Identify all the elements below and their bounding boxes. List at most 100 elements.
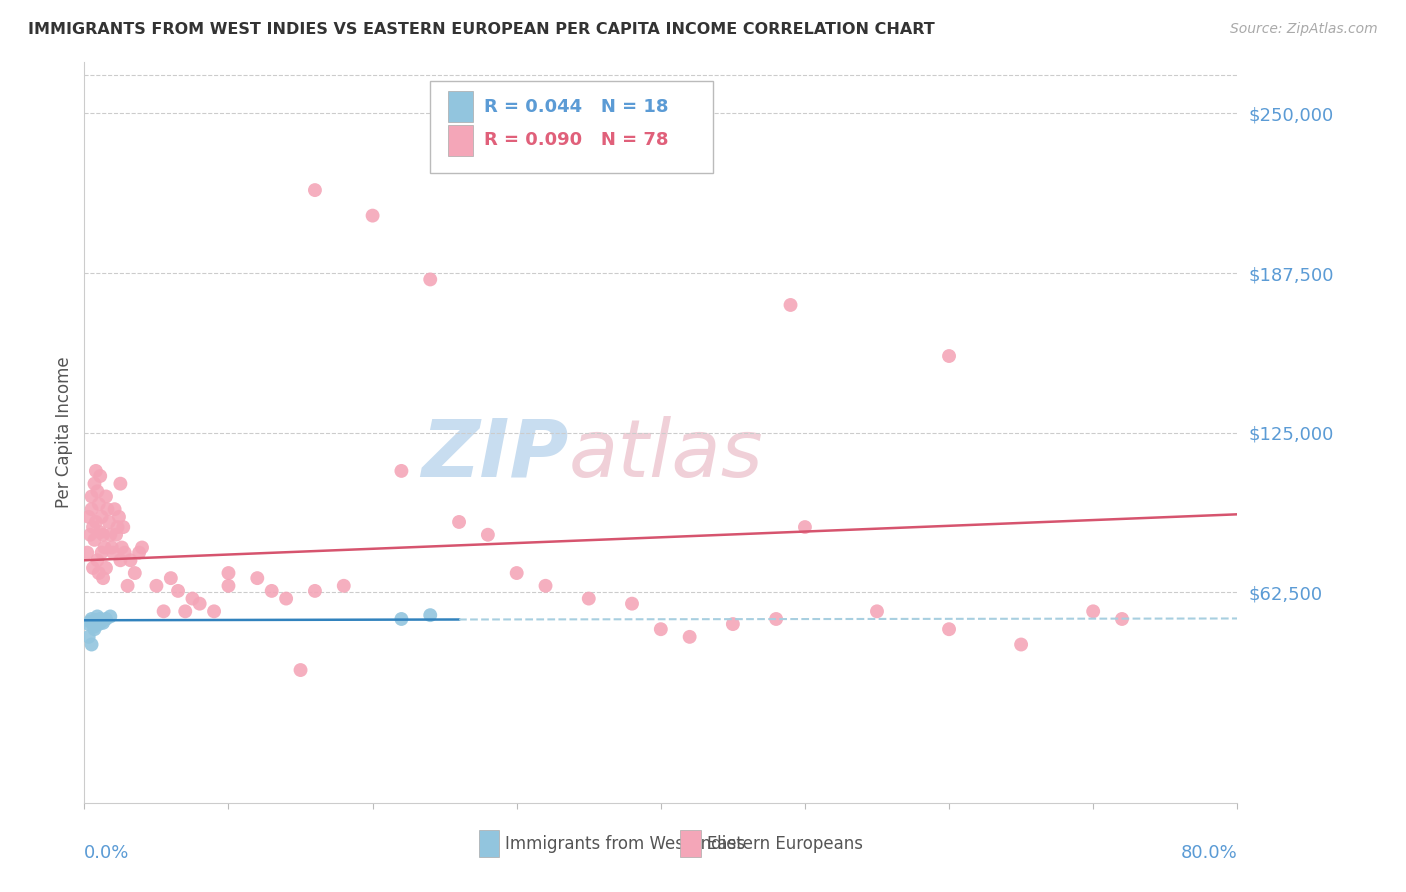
Point xyxy=(96,502,118,516)
Text: Source: ZipAtlas.com: Source: ZipAtlas.com xyxy=(1230,22,1378,37)
Point xyxy=(128,546,150,560)
Point xyxy=(90,509,112,524)
Point xyxy=(82,520,104,534)
Point xyxy=(87,497,110,511)
Point xyxy=(621,597,644,611)
Point xyxy=(333,579,356,593)
Point xyxy=(419,272,441,286)
Point xyxy=(304,183,326,197)
Bar xyxy=(447,91,472,122)
Point xyxy=(721,617,744,632)
Point xyxy=(87,617,110,632)
Point xyxy=(79,615,101,629)
Point xyxy=(82,561,104,575)
Point xyxy=(167,583,190,598)
Point xyxy=(1010,638,1032,652)
Point xyxy=(117,579,139,593)
Point xyxy=(89,469,111,483)
Point xyxy=(111,541,134,555)
Point xyxy=(938,622,960,636)
Point xyxy=(794,520,817,534)
Point xyxy=(83,622,105,636)
Point xyxy=(218,566,240,580)
Point xyxy=(124,566,146,580)
Point xyxy=(419,608,441,623)
Point xyxy=(246,571,269,585)
Point xyxy=(86,484,108,499)
Point xyxy=(89,525,111,540)
Point xyxy=(218,579,240,593)
Point xyxy=(938,349,960,363)
Point xyxy=(83,533,105,547)
Point xyxy=(391,464,413,478)
Point xyxy=(779,298,801,312)
Text: R = 0.090   N = 78: R = 0.090 N = 78 xyxy=(485,131,669,149)
Point xyxy=(84,464,107,478)
FancyBboxPatch shape xyxy=(430,81,713,173)
Point xyxy=(114,546,136,560)
Text: IMMIGRANTS FROM WEST INDIES VS EASTERN EUROPEAN PER CAPITA INCOME CORRELATION CH: IMMIGRANTS FROM WEST INDIES VS EASTERN E… xyxy=(28,22,935,37)
Point xyxy=(90,615,112,629)
Point xyxy=(91,527,114,541)
Point xyxy=(82,615,104,630)
Point xyxy=(506,566,529,580)
Point xyxy=(84,613,107,627)
Point xyxy=(83,476,105,491)
Point xyxy=(91,615,114,630)
Point xyxy=(90,546,112,560)
Text: Immigrants from West Indies: Immigrants from West Indies xyxy=(505,835,745,853)
Point xyxy=(188,597,211,611)
Point xyxy=(77,630,100,644)
Point xyxy=(650,622,672,636)
Point xyxy=(77,509,100,524)
Point xyxy=(100,541,122,555)
Point xyxy=(98,609,121,624)
Point xyxy=(86,553,108,567)
Point xyxy=(80,638,103,652)
Point xyxy=(94,561,117,575)
Point xyxy=(578,591,600,606)
Point xyxy=(80,502,103,516)
Bar xyxy=(478,830,499,857)
Point xyxy=(110,553,132,567)
Point xyxy=(765,612,787,626)
Point xyxy=(260,583,283,598)
Point xyxy=(477,527,499,541)
Point xyxy=(94,490,117,504)
Point xyxy=(160,571,183,585)
Point xyxy=(79,527,101,541)
Point xyxy=(91,571,114,585)
Point xyxy=(105,527,128,541)
Point xyxy=(98,527,121,541)
Point xyxy=(866,604,889,618)
Point xyxy=(181,591,204,606)
Point xyxy=(107,520,129,534)
Point xyxy=(77,617,100,632)
Point xyxy=(290,663,312,677)
Y-axis label: Per Capita Income: Per Capita Income xyxy=(55,357,73,508)
Text: 0.0%: 0.0% xyxy=(84,844,129,862)
Point xyxy=(110,476,132,491)
Point xyxy=(94,612,117,626)
Point xyxy=(80,490,103,504)
Point xyxy=(534,579,557,593)
Point xyxy=(174,604,197,618)
Point xyxy=(131,541,153,555)
Point xyxy=(449,515,471,529)
Point xyxy=(202,604,225,618)
Point xyxy=(1083,604,1105,618)
Point xyxy=(304,583,326,598)
Point xyxy=(83,620,105,634)
Point xyxy=(80,612,103,626)
Point xyxy=(391,612,413,626)
Point xyxy=(108,509,131,524)
Point xyxy=(93,541,115,555)
Point xyxy=(87,566,110,580)
Point xyxy=(104,502,127,516)
Text: Eastern Europeans: Eastern Europeans xyxy=(707,835,863,853)
Point xyxy=(112,520,135,534)
Text: 80.0%: 80.0% xyxy=(1181,844,1237,862)
Text: atlas: atlas xyxy=(568,416,763,494)
Point xyxy=(84,515,107,529)
Point xyxy=(145,579,167,593)
